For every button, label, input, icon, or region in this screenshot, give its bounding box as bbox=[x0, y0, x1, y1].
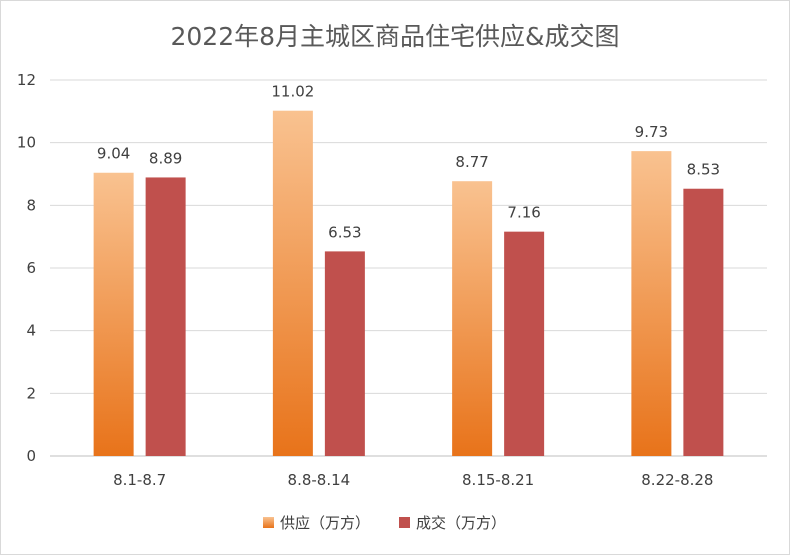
y-tick-label: 6 bbox=[26, 259, 36, 277]
bar-supply bbox=[93, 172, 134, 456]
data-label: 7.16 bbox=[507, 204, 540, 222]
y-tick-label: 12 bbox=[17, 71, 36, 89]
bar-deal bbox=[145, 177, 186, 457]
y-tick-label: 0 bbox=[26, 447, 36, 465]
bars bbox=[93, 110, 724, 457]
legend-swatch-supply bbox=[263, 517, 274, 528]
x-category-label: 8.22-8.28 bbox=[641, 471, 713, 489]
y-tick-label: 2 bbox=[26, 384, 36, 402]
y-tick-label: 10 bbox=[17, 134, 36, 152]
data-label: 11.02 bbox=[271, 83, 314, 101]
data-label: 9.73 bbox=[635, 123, 668, 141]
legend-label: 成交（万方） bbox=[416, 514, 506, 532]
data-label: 9.04 bbox=[97, 145, 130, 163]
legend-swatch-deal bbox=[399, 517, 410, 528]
x-axis-categories: 8.1-8.7 8.8-8.14 8.15-8.21 8.22-8.28 bbox=[113, 471, 713, 489]
data-labels: 9.04 8.89 11.02 6.53 8.77 7.16 9.73 8.53 bbox=[97, 83, 720, 242]
x-category-label: 8.15-8.21 bbox=[462, 471, 534, 489]
legend-label: 供应（万方） bbox=[280, 514, 370, 532]
data-label: 8.77 bbox=[455, 153, 488, 171]
y-axis-ticks: 0 2 4 6 8 10 12 bbox=[17, 71, 36, 465]
bar-supply bbox=[452, 181, 493, 456]
bar-supply bbox=[272, 110, 313, 456]
chart-title: 2022年8月主城区商品住宅供应&成交图 bbox=[170, 22, 619, 51]
x-category-label: 8.8-8.14 bbox=[288, 471, 351, 489]
data-label: 8.89 bbox=[149, 149, 182, 167]
bar-deal bbox=[683, 188, 724, 456]
bar-supply bbox=[631, 151, 672, 457]
x-category-label: 8.1-8.7 bbox=[113, 471, 166, 489]
bar-deal bbox=[504, 231, 545, 456]
data-label: 8.53 bbox=[687, 161, 720, 179]
bar-deal bbox=[324, 251, 365, 456]
legend: 供应（万方） 成交（万方） bbox=[263, 514, 506, 532]
data-label: 6.53 bbox=[328, 223, 361, 241]
y-tick-label: 4 bbox=[26, 322, 36, 340]
y-tick-label: 8 bbox=[26, 196, 36, 214]
